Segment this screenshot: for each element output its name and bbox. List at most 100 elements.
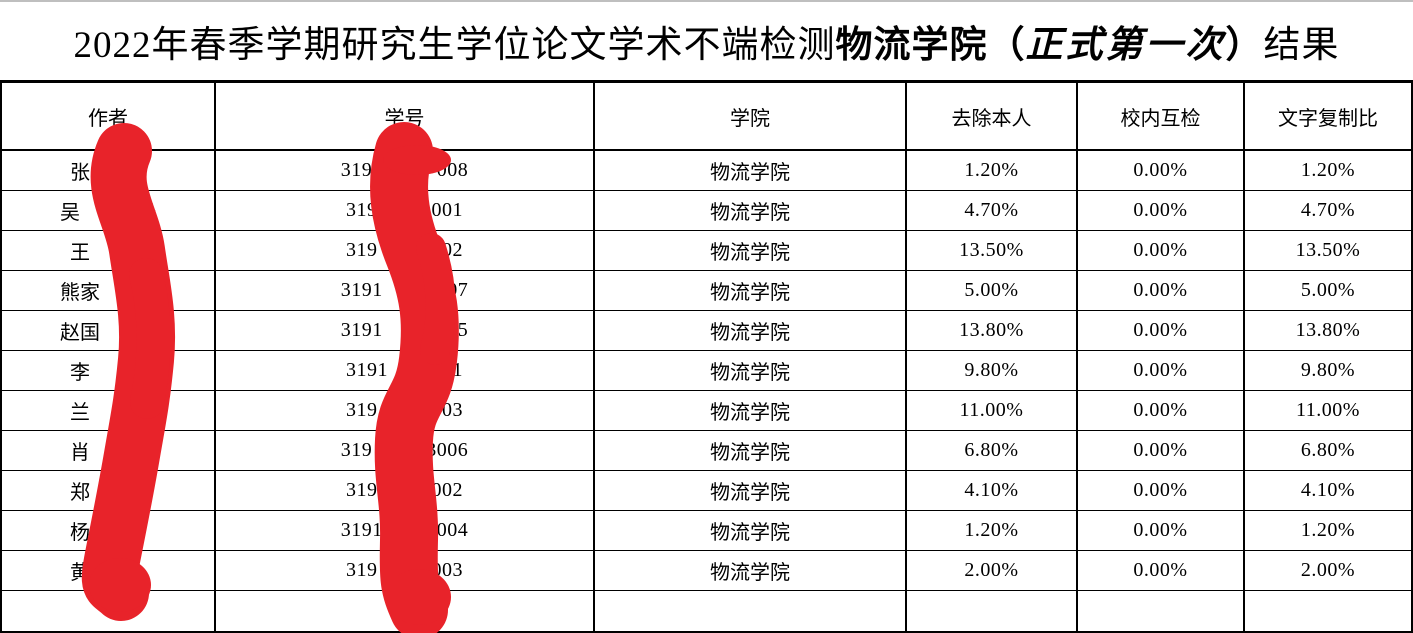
copy-ratio-cell: 11.00% [1296, 399, 1360, 421]
author-visible-text: 张 [70, 162, 90, 184]
table-row: 杨 3191 004 物流学院 1.20% 0.00% 1.20% [2, 511, 1411, 551]
student-id-cell [216, 591, 595, 631]
exclude-self-cell: 9.80% [907, 351, 1078, 390]
redacted-gap [90, 170, 146, 171]
internal-check-cell: 0.00% [1078, 431, 1245, 470]
copy-ratio-cell: 1.20% [1300, 159, 1356, 181]
college-cell: 物流学院 [595, 351, 907, 390]
exclude-self-cell [907, 591, 1078, 631]
redacted-gap [378, 490, 432, 491]
redacted-gap [378, 250, 432, 251]
col-header-internal-check: 校内互检 [1078, 83, 1245, 149]
author-visible-text: 郑 [70, 482, 90, 504]
student-id-cell: 319 002 [216, 231, 595, 270]
id-visible-text: 319 [346, 399, 378, 421]
copy-ratio-cell: 9.80% [1300, 359, 1356, 381]
id-visible-text: 3191 [340, 519, 383, 541]
internal-check-cell: 0.00% [1078, 271, 1245, 310]
table-row: 郑 319 002 物流学院 4.10% 0.00% 4.10% [2, 471, 1411, 511]
author-cell: 肖 [2, 431, 216, 470]
copy-ratio-cell: 6.80% [1300, 439, 1356, 461]
redacted-gap [100, 290, 156, 291]
redacted-gap [378, 570, 432, 571]
copy-ratio-cell: 13.50% [1295, 239, 1361, 261]
title-paren-open: （ [987, 25, 1026, 66]
internal-check-cell: 0.00% [1078, 191, 1245, 230]
col-header-student-id: 学号 [216, 83, 595, 149]
internal-check-cell: 0.00% [1078, 151, 1245, 190]
table-row-empty [2, 591, 1411, 631]
table-row: 兰 319 003 物流学院 11.00% 0.00% 11.00% [2, 391, 1411, 431]
author-cell: 郑 [2, 471, 216, 510]
redacted-gap [90, 250, 146, 251]
student-id-cell: 3191 007 [216, 271, 595, 310]
college-cell [595, 591, 907, 631]
author-visible-text: 吴 [60, 202, 80, 224]
author-visible-text: 黄 [70, 562, 90, 584]
col-header-author: 作者 [2, 83, 216, 149]
redacted-gap [90, 490, 146, 491]
author-cell: 杨 [2, 511, 216, 550]
exclude-self-cell: 1.20% [907, 511, 1078, 550]
student-id-cell: 3191 004 [216, 511, 595, 550]
id-visible-text: 002 [431, 239, 463, 261]
id-visible-text: 001 [431, 199, 463, 221]
exclude-self-cell: 13.80% [907, 311, 1078, 350]
results-table: 作者 学号 学院 去除本人 校内互检 文字复制比 张 3191 008 物流学院 … [0, 80, 1413, 633]
id-visible-text: 005 [436, 319, 469, 341]
student-id-cell: 319 003 [216, 391, 595, 430]
exclude-self-cell: 5.00% [907, 271, 1078, 310]
author-cell: 吴册 [2, 191, 216, 230]
title-prefix: 2022年春季学期研究生学位论文学术不端检测 [73, 25, 836, 66]
internal-check-cell: 0.00% [1078, 471, 1245, 510]
redacted-gap [90, 530, 146, 531]
id-visible-text: 003 [431, 559, 463, 581]
id-visible-text: 3191 [340, 159, 383, 181]
author-visible-text: 李 [70, 362, 90, 384]
internal-check-cell: 0.00% [1078, 351, 1245, 390]
copy-ratio-cell: 4.70% [1300, 199, 1356, 221]
title-paren-close: ） [1225, 25, 1264, 66]
author-visible-text: 王 [70, 242, 90, 264]
id-visible-text: 319 [346, 479, 378, 501]
author-visible-text: 兰 [70, 402, 90, 424]
id-visible-text: 3191 [340, 319, 383, 341]
id-visible-text: 319 [346, 199, 378, 221]
author-cell: 兰 [2, 391, 216, 430]
exclude-self-cell: 4.70% [907, 191, 1078, 230]
col-header-copy-ratio: 文字复制比 [1278, 107, 1378, 130]
redacted-gap [378, 410, 432, 411]
college-cell: 物流学院 [595, 391, 907, 430]
student-id-cell: 3191 005 [216, 311, 595, 350]
author-visible-text: 册 [136, 202, 156, 224]
id-visible-text: 3191 [340, 279, 383, 301]
copy-ratio-cell: 2.00% [1300, 559, 1356, 581]
redacted-gap [383, 170, 437, 171]
title-round-label: 正式第一次 [1025, 25, 1226, 66]
internal-check-cell: 0.00% [1078, 311, 1245, 350]
col-header-college: 学院 [595, 83, 907, 149]
id-visible-text: 002 [431, 479, 463, 501]
college-cell: 物流学院 [595, 271, 907, 310]
id-visible-text: 319 [346, 559, 378, 581]
college-cell: 物流学院 [595, 151, 907, 190]
exclude-self-cell: 13.50% [907, 231, 1078, 270]
redacted-gap [90, 410, 146, 411]
author-cell: 王 [2, 231, 216, 270]
redacted-gap [100, 330, 156, 331]
redacted-gap [90, 450, 146, 451]
redacted-gap [383, 290, 437, 291]
redacted-gap [90, 370, 146, 371]
id-visible-text: 319 [346, 239, 378, 261]
exclude-self-cell: 1.20% [907, 151, 1078, 190]
id-visible-text: 007 [436, 279, 469, 301]
copy-ratio-cell [1245, 591, 1411, 631]
internal-check-cell: 0.00% [1078, 391, 1245, 430]
college-cell: 物流学院 [595, 191, 907, 230]
table-row: 张 3191 008 物流学院 1.20% 0.00% 1.20% [2, 151, 1411, 191]
author-cell: 李 [2, 351, 216, 390]
table-row: 李 3191 01 物流学院 9.80% 0.00% 9.80% [2, 351, 1411, 391]
table-row: 赵国 3191 005 物流学院 13.80% 0.00% 13.80% [2, 311, 1411, 351]
college-cell: 物流学院 [595, 511, 907, 550]
exclude-self-cell: 4.10% [907, 471, 1078, 510]
